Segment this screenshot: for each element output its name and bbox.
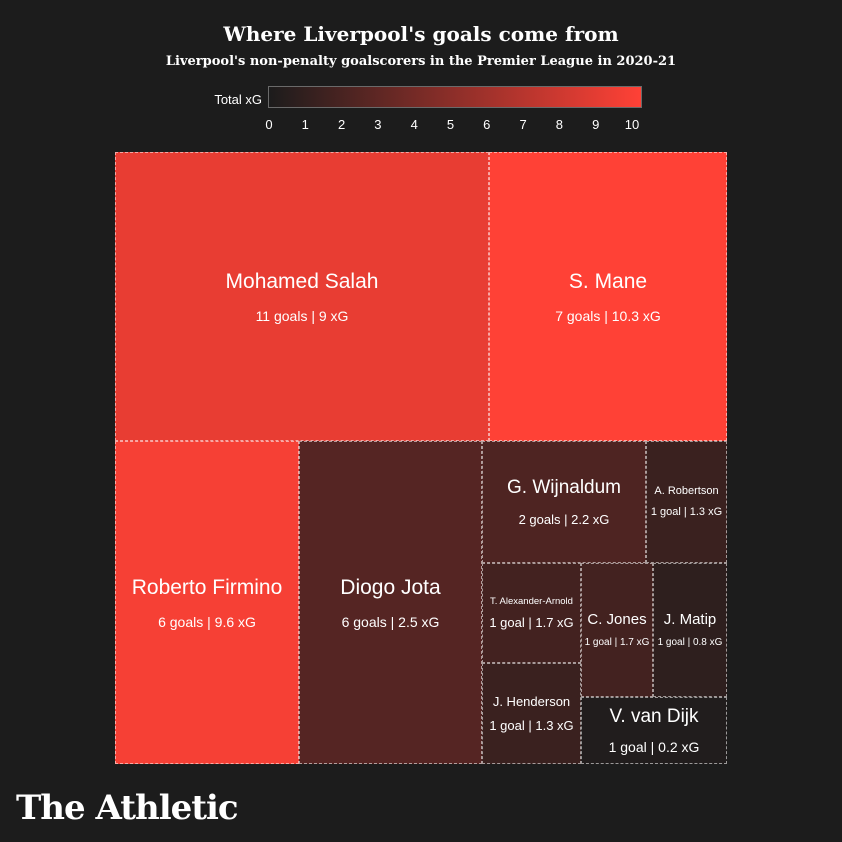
tile-goals-xg-label: 1 goal | 1.3 xG xyxy=(650,506,723,518)
treemap-tile-t-alexander-arnold: T. Alexander-Arnold 1 goal | 1.7 xG xyxy=(482,563,581,663)
legend-tick-label: 3 xyxy=(374,117,382,132)
tile-player-name: Roberto Firmino xyxy=(131,575,283,599)
tile-player-name: C. Jones xyxy=(587,611,647,628)
treemap-tile-v-van-dijk: V. van Dijk 1 goal | 0.2 xG xyxy=(581,697,727,764)
treemap-tile-diogo-jota: Diogo Jota 6 goals | 2.5 xG xyxy=(299,441,482,764)
legend-tick-label: 6 xyxy=(483,117,491,132)
legend-label: Total xG xyxy=(214,92,262,107)
tile-goals-xg-label: 1 goal | 1.7 xG xyxy=(489,614,574,630)
tile-goals-xg-label: 1 goal | 1.3 xG xyxy=(489,717,574,733)
treemap-tile-a-robertson: A. Robertson 1 goal | 1.3 xG xyxy=(646,441,727,563)
tile-goals-xg-label: 11 goals | 9 xG xyxy=(255,307,349,324)
tile-goals-xg-label: 7 goals | 10.3 xG xyxy=(555,307,661,324)
legend-tick-label: 0 xyxy=(265,117,273,132)
tile-goals-xg-label: 6 goals | 2.5 xG xyxy=(341,613,440,630)
tile-goals-xg-label: 2 goals | 2.2 xG xyxy=(518,511,610,527)
legend-color-bar xyxy=(268,86,642,108)
treemap-tile-c-jones: C. Jones 1 goal | 1.7 xG xyxy=(581,563,653,697)
legend-tick-label: 7 xyxy=(519,117,527,132)
tile-player-name: J. Henderson xyxy=(492,693,571,709)
tile-goals-xg-label: 1 goal | 1.7 xG xyxy=(584,637,650,648)
tile-goals-xg-label: 6 goals | 9.6 xG xyxy=(158,613,256,630)
legend-tick-label: 8 xyxy=(555,117,563,132)
tile-player-name: J. Matip xyxy=(663,611,717,628)
treemap-tile-mohamed-salah: Mohamed Salah 11 goals | 9 xG xyxy=(115,152,489,441)
treemap-tile-g-wijnaldum: G. Wijnaldum 2 goals | 2.2 xG xyxy=(482,441,646,563)
treemap-tile-s-mane: S. Mane 7 goals | 10.3 xG xyxy=(489,152,727,441)
tile-player-name: A. Robertson xyxy=(654,484,719,497)
tile-goals-xg-label: 1 goal | 0.2 xG xyxy=(608,738,700,755)
treemap-tile-roberto-firmino: Roberto Firmino 6 goals | 9.6 xG xyxy=(115,441,299,764)
brand-logo: The Athletic xyxy=(16,788,239,828)
treemap-tile-j-henderson: J. Henderson 1 goal | 1.3 xG xyxy=(482,663,581,764)
legend-tick-label: 1 xyxy=(301,117,309,132)
legend-tick-label: 4 xyxy=(410,117,418,132)
treemap-tile-j-matip: J. Matip 1 goal | 0.8 xG xyxy=(653,563,727,697)
tile-player-name: T. Alexander-Arnold xyxy=(490,595,573,607)
tile-player-name: Diogo Jota xyxy=(340,575,441,599)
legend-tick-label: 10 xyxy=(624,117,640,132)
tile-player-name: G. Wijnaldum xyxy=(506,476,622,498)
legend-tick-label: 2 xyxy=(337,117,346,132)
chart-title: Where Liverpool's goals come from xyxy=(223,22,619,46)
legend-tick-label: 5 xyxy=(446,117,455,132)
chart-subtitle: Liverpool's non-penalty goalscorers in t… xyxy=(165,54,677,69)
tile-player-name: V. van Dijk xyxy=(609,705,699,727)
tile-goals-xg-label: 1 goal | 0.8 xG xyxy=(657,637,723,648)
tile-player-name: Mohamed Salah xyxy=(225,269,379,293)
tile-player-name: S. Mane xyxy=(568,269,648,293)
legend-tick-label: 9 xyxy=(592,117,600,132)
